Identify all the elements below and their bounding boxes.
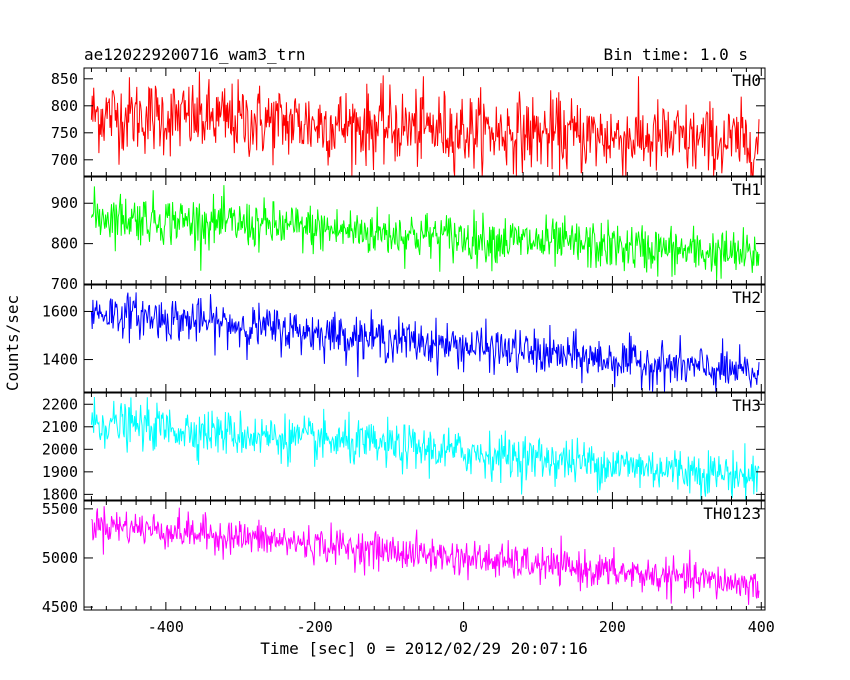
panel-th1: 700 800 900 TH1 [51,176,766,293]
series-label-th1: TH1 [732,180,761,199]
panel-th0123: 4500 5000 5500 TH0123 [42,500,766,616]
y-tick-label: 800 [51,97,78,115]
y-tick-label: 5000 [42,549,78,567]
panel-frame [83,392,766,501]
x-axis-label: Time [sec] 0 = 2012/02/29 20:07:16 [260,639,588,658]
y-tick-label: 900 [51,194,78,212]
panel-th3: 1800 1900 2000 2100 2200 TH3 [42,392,766,503]
x-tick-label: -400 [148,618,184,636]
x-tick-label: 0 [459,618,468,636]
y-tick-label: 1400 [42,351,78,369]
panel-th2: 1400 1600 TH2 [42,284,766,393]
panel-frame [83,67,766,177]
series-line-th0123 [91,506,760,605]
panel-frame [83,500,766,611]
series-line-th1 [90,185,760,281]
x-tick-label: -200 [297,618,333,636]
panels-group: 700 750 800 850 TH0 700 800 900 TH1 1400 1600 TH2 18… [42,67,775,636]
x-tick-label: 400 [748,618,775,636]
y-tick-label: 850 [51,70,78,88]
panel-frame [83,176,766,285]
series-label-th2: TH2 [732,288,761,307]
y-tick-label: 5500 [42,500,78,518]
panel-frame [83,284,766,393]
series-label-th0: TH0 [732,71,761,90]
panel-th0: 700 750 800 850 TH0 [51,67,766,177]
y-axis-label: Counts/sec [3,295,22,391]
y-tick-label: 700 [51,151,78,169]
y-tick-label: 2100 [42,418,78,436]
y-tick-label: 800 [51,235,78,253]
series-label-th0123: TH0123 [703,504,761,523]
y-tick-label: 2000 [42,440,78,458]
x-tick-label: 200 [599,618,626,636]
series-label-th3: TH3 [732,396,761,415]
y-tick-label: 700 [51,275,78,293]
series-line-th0 [90,71,760,177]
y-tick-label: 750 [51,124,78,142]
series-line-th2 [90,292,760,393]
y-tick-label: 4500 [42,598,78,616]
chart-title-left: ae120229200716_wam3_trn [84,45,306,64]
chart-title-right: Bin time: 1.0 s [604,45,749,64]
y-tick-label: 1900 [42,463,78,481]
y-tick-label: 1800 [42,485,78,503]
series-line-th3 [90,396,760,501]
y-tick-label: 2200 [42,395,78,413]
y-tick-label: 1600 [42,302,78,320]
